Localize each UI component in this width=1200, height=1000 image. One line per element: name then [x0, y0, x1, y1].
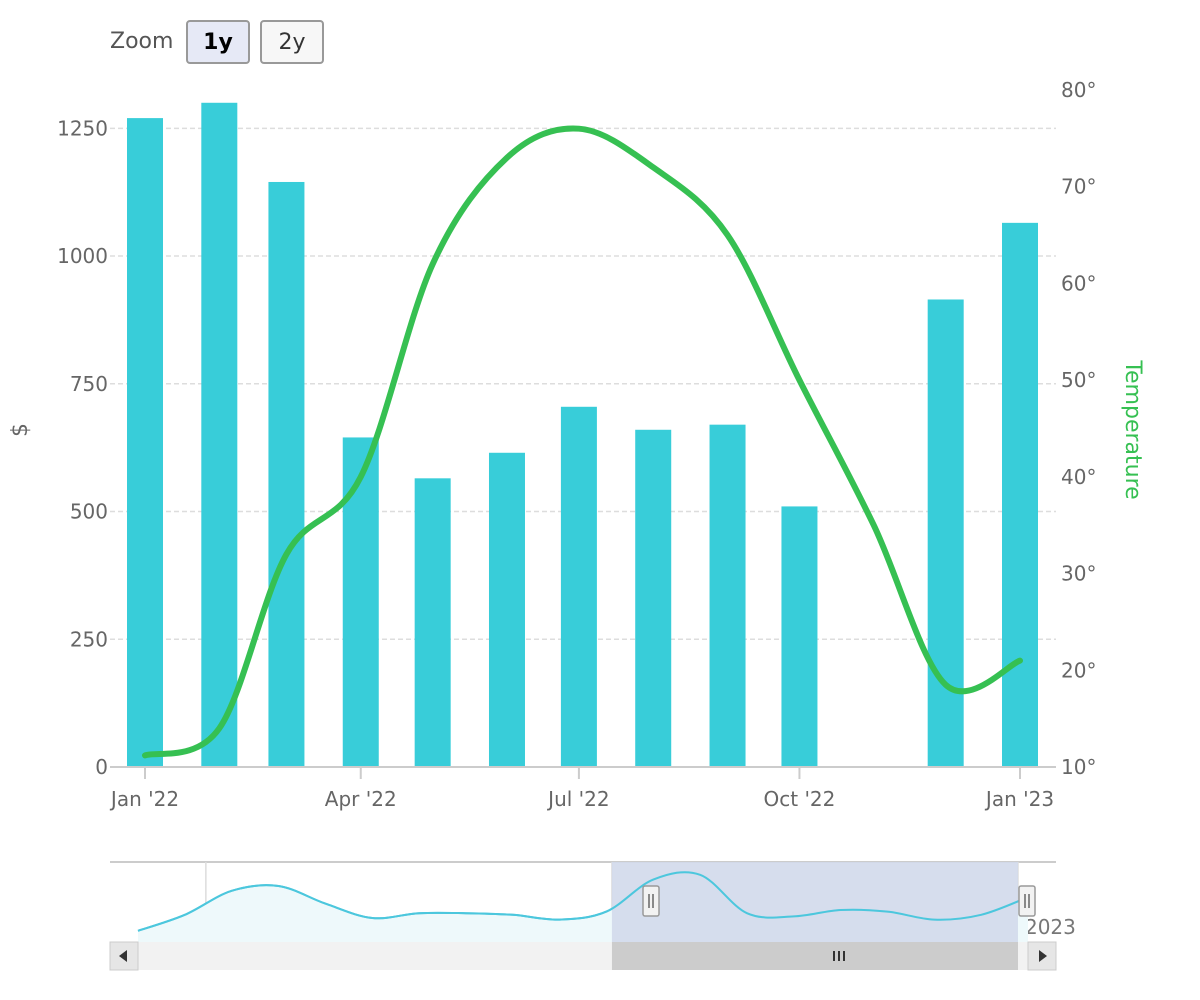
bar	[1002, 222, 1038, 767]
bar	[709, 424, 746, 767]
bar	[927, 299, 964, 767]
y-left-tick-label: 0	[95, 755, 108, 779]
y-right-tick-label: 20°	[1061, 658, 1096, 682]
y-right-tick-label: 30°	[1061, 562, 1096, 586]
y-right-tick-label: 50°	[1061, 368, 1096, 392]
scroll-left-button[interactable]	[109, 941, 139, 971]
x-tick-label: Apr '22	[325, 787, 397, 811]
x-axis-labels: Jan '22 Apr '22 Jul '22 Oct '22 Jan '23	[109, 767, 1054, 811]
temperature-line	[142, 125, 1023, 759]
arrow-left-icon	[119, 950, 127, 962]
x-tick-label: Oct '22	[764, 787, 836, 811]
zoom-2y-button[interactable]: 2y	[260, 20, 324, 64]
scroll-right-button[interactable]	[1027, 941, 1057, 971]
y-left-tick-label: 750	[70, 372, 108, 396]
y-right-tick-label: 40°	[1061, 465, 1096, 489]
scrollbar-thumb[interactable]	[611, 942, 1018, 970]
arrow-right-icon	[1039, 950, 1047, 962]
bar	[781, 506, 818, 767]
bar	[414, 478, 451, 767]
y-right-tick-label: 60°	[1061, 271, 1096, 295]
column-series	[127, 102, 1038, 768]
y-left-tick-label: 250	[70, 627, 108, 651]
zoom-label: Zoom	[110, 29, 174, 54]
bar	[268, 181, 305, 767]
handle-right-box[interactable]	[1018, 885, 1036, 917]
x-tick-label: Jan '22	[109, 787, 179, 811]
navigator[interactable]: 202120222023	[110, 861, 1076, 942]
navigator-line-overlay	[137, 871, 1029, 932]
bar	[342, 437, 379, 767]
right-axis-labels: 10° 20° 30° 40° 50° 60° 70° 80°	[1061, 78, 1096, 779]
right-axis-title: Temperature	[1120, 359, 1145, 499]
bar	[488, 452, 525, 767]
scrollbar[interactable]	[109, 941, 1057, 971]
left-axis-labels: 0 250 500 750 1000 1250	[57, 116, 108, 779]
navigator-selection[interactable]	[611, 862, 1018, 942]
left-axis-title: $	[8, 423, 33, 437]
bar	[560, 406, 597, 767]
y-right-tick-label: 80°	[1061, 78, 1096, 102]
x-tick-label: Jan '23	[984, 787, 1054, 811]
y-left-tick-label: 1000	[57, 244, 108, 268]
handle-left-box[interactable]	[642, 885, 660, 917]
navigator-year-label: 2023	[1025, 915, 1076, 939]
bar	[635, 429, 672, 767]
zoom-1y-button[interactable]: 1y	[186, 20, 250, 64]
y-right-tick-label: 70°	[1061, 175, 1096, 199]
bar	[201, 102, 238, 768]
scrollbar-grip-icon	[833, 951, 845, 961]
y-left-tick-label: 500	[70, 500, 108, 524]
temperature-series	[142, 125, 1023, 759]
y-right-tick-label: 10°	[1061, 755, 1096, 779]
navigator-handle-right[interactable]	[1018, 885, 1036, 917]
bar	[127, 118, 163, 768]
y-left-tick-label: 1250	[57, 116, 108, 140]
navigator-handle-left[interactable]	[642, 885, 660, 917]
x-tick-label: Jul '22	[546, 787, 609, 811]
